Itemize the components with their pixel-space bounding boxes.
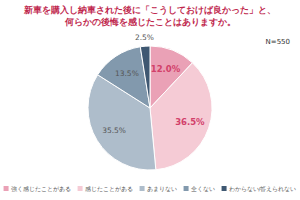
legend-swatch: [222, 186, 227, 191]
legend-swatch: [140, 186, 145, 191]
slice: [150, 63, 212, 170]
slice: [98, 47, 150, 108]
legend-swatch: [4, 186, 9, 191]
legend: 強く感じたことがある 感じたことがある あまりない 全くない わからない/答えられない: [4, 186, 297, 193]
title: 新車を購入し納車された後に「こうしておけば良かった」と、: [23, 5, 276, 15]
pie: [88, 46, 212, 170]
data-label: 35.5%: [102, 126, 126, 135]
legend-label: 全くない: [191, 186, 215, 193]
legend-swatch: [78, 186, 83, 191]
legend-item: あまりない: [140, 186, 177, 193]
legend-item: 全くない: [184, 186, 215, 193]
chart: 新車を購入し納車された後に「こうしておけば良かった」と、何らかの後悔を感じたこと…: [0, 0, 300, 200]
legend-item: 強く感じたことがある: [4, 186, 71, 193]
data-label: 12.0%: [151, 64, 181, 74]
data-label: 2.5%: [135, 33, 154, 42]
legend-label: 感じたことがある: [85, 186, 133, 193]
legend-item: わからない/答えられない: [222, 186, 297, 193]
legend-label: 強く感じたことがある: [11, 186, 71, 193]
legend-item: 感じたことがある: [78, 186, 133, 193]
legend-label: あまりない: [147, 186, 177, 193]
annotation: N=550: [266, 38, 290, 46]
legend-swatch: [184, 186, 189, 191]
data-labels: 12.0% 36.5% 35.5% 13.5% 2.5%: [102, 33, 205, 135]
slice: [140, 46, 150, 108]
data-label: 36.5%: [175, 117, 205, 127]
title: 何らかの後悔を感じたことはありますか。: [64, 17, 236, 27]
data-label: 13.5%: [115, 69, 139, 78]
legend-label: わからない/答えられない: [229, 186, 297, 193]
